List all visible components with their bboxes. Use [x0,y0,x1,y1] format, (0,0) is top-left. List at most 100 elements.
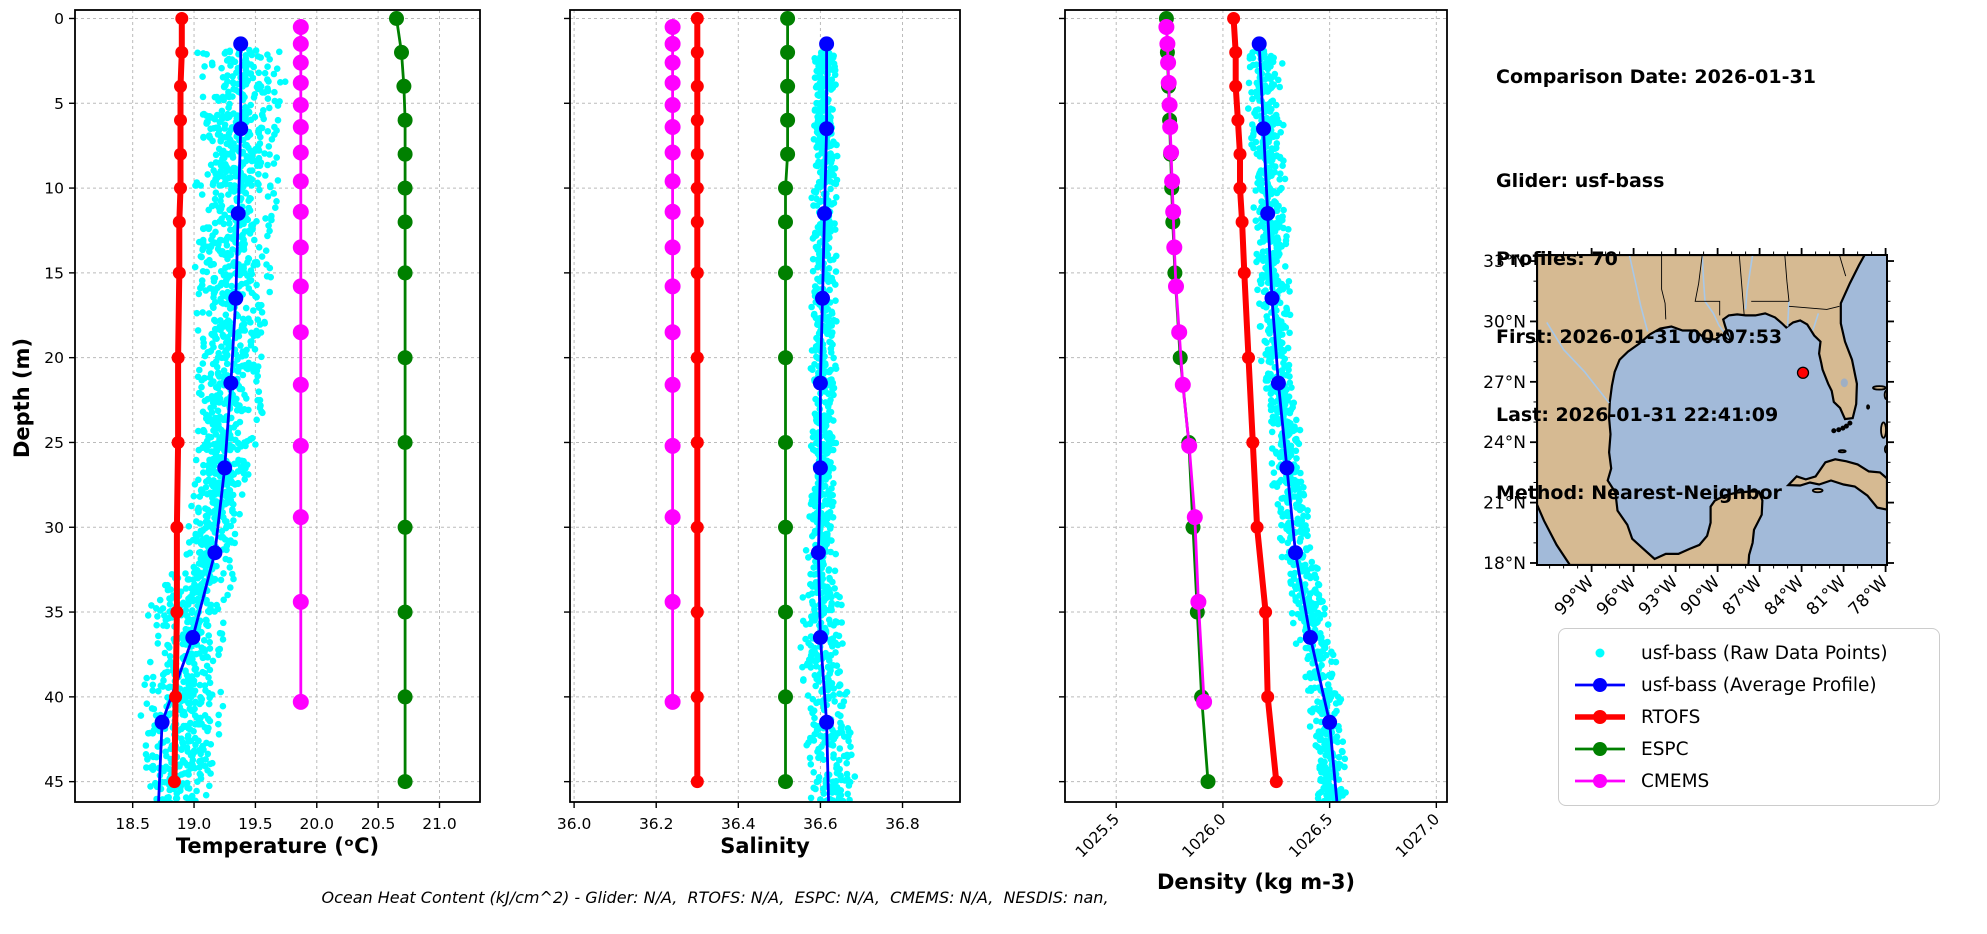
svg-text:90°W: 90°W [1677,572,1724,619]
svg-text:45: 45 [44,773,64,791]
legend: usf-bass (Raw Data Points) usf-bass (Ave… [1558,628,1940,806]
svg-text:36.0: 36.0 [557,815,592,833]
rtofs-swatch-icon [1569,705,1631,729]
salinity-plot: 36.0 36.2 36.4 36.6 36.8 [557,9,961,833]
cmems-swatch-icon [1569,769,1631,793]
svg-text:87°W: 87°W [1719,572,1766,619]
svg-text:0: 0 [54,10,64,28]
svg-text:20.0: 20.0 [300,815,335,833]
legend-label: RTOFS [1641,706,1701,728]
comparison-date-text: Comparison Date: 2026-01-31 [1496,66,1816,88]
grid-lines [1065,10,1447,802]
legend-label: CMEMS [1641,770,1710,792]
svg-text:20: 20 [44,349,64,367]
svg-text:1027.0: 1027.0 [1392,810,1443,861]
svg-text:36.6: 36.6 [803,815,838,833]
legend-item: RTOFS [1569,701,1939,733]
svg-text:30: 30 [44,519,64,537]
svg-text:19.5: 19.5 [238,815,273,833]
series-rtofs [690,12,704,789]
svg-text:25: 25 [44,434,64,452]
svg-text:36.4: 36.4 [721,815,756,833]
axes-frame [569,9,961,803]
grid-lines [570,10,960,802]
info-panel: Comparison Date: 2026-01-31 Glider: usf-… [1496,12,1816,532]
svg-text:19.0: 19.0 [177,815,212,833]
density-axis-label: Density (kg m-3) [1156,870,1356,894]
legend-item: usf-bass (Average Profile) [1569,669,1939,701]
svg-text:18°N: 18°N [1483,554,1526,574]
svg-text:84°W: 84°W [1761,572,1808,619]
svg-text:1026.0: 1026.0 [1179,810,1230,861]
legend-label: usf-bass (Average Profile) [1641,674,1877,696]
svg-text:5: 5 [54,95,64,113]
depth-axis-label: Depth (m) [10,337,34,459]
svg-text:36.2: 36.2 [639,815,674,833]
svg-text:30°N: 30°N [1483,312,1526,332]
series-usf-bass-average-profile [810,36,835,802]
map-state-borders [1661,255,1847,320]
first-profile-text: First: 2026-01-31 00:07:53 [1496,326,1783,348]
series-rtofs [1227,12,1283,789]
legend-item: CMEMS [1569,765,1939,797]
ocean-heat-content-text: Ocean Heat Content (kJ/cm^2) - Glider: N… [321,888,1109,907]
axis-tick-labels: 18.5 19.0 19.5 20.0 20.5 21.0 0 5 10 15 20 25 30 35 40… [44,10,456,833]
legend-item: usf-bass (Raw Data Points) [1569,637,1939,669]
axis-tick-labels: 36.0 36.2 36.4 36.6 36.8 [557,815,920,833]
axis-ticks [69,17,441,808]
svg-text:78°W: 78°W [1845,572,1892,619]
svg-text:35: 35 [44,604,64,622]
average-profile-swatch-icon [1569,673,1631,697]
svg-text:10: 10 [44,180,64,198]
axes-frame [74,9,481,803]
raw-data-points-swatch-icon [1569,641,1631,665]
svg-text:24°N: 24°N [1483,433,1526,453]
axes-frame [1064,9,1448,803]
series-espc [389,11,413,790]
series-espc [778,11,796,790]
temperature-axis-label: Temperature (ᵒC) [175,834,380,858]
svg-text:20.5: 20.5 [361,815,396,833]
legend-label: usf-bass (Raw Data Points) [1641,642,1888,664]
last-profile-text: Last: 2026-01-31 22:41:09 [1496,404,1779,426]
series-rtofs [167,12,189,789]
density-plot: 1025.5 1026.0 1026.5 1027.0 [1059,9,1448,861]
temperature-plot: 18.5 19.0 19.5 20.0 20.5 21.0 0 5 10 15 20 25 30 35 40… [44,9,481,833]
svg-text:96°W: 96°W [1593,572,1640,619]
glider-location-marker [1796,366,1810,379]
series-cmems [292,19,309,710]
legend-item: ESPC [1569,733,1939,765]
svg-text:1025.5: 1025.5 [1072,810,1123,861]
series-cmems [1158,19,1213,710]
profiles-count-text: Profiles: 70 [1496,248,1618,270]
legend-label: ESPC [1641,738,1689,760]
svg-text:21°N: 21°N [1483,494,1526,514]
axis-ticks [564,17,904,808]
map-frame [1536,254,1888,566]
svg-text:21.0: 21.0 [422,815,457,833]
svg-text:1026.5: 1026.5 [1285,810,1336,861]
salinity-axis-label: Salinity [720,834,810,858]
series-usf-bass-average-profile [1251,36,1339,802]
map-land [1537,255,1887,565]
espc-swatch-icon [1569,737,1631,761]
raw-scatter [137,46,289,802]
svg-text:18.5: 18.5 [115,815,150,833]
map-lake [1840,378,1848,388]
raw-scatter [1245,47,1349,802]
svg-text:99°W: 99°W [1551,572,1598,619]
svg-text:40: 40 [44,688,64,706]
svg-text:36.8: 36.8 [885,815,920,833]
series-cmems [664,19,681,710]
svg-text:93°W: 93°W [1635,572,1682,619]
map-rivers [1546,255,1820,404]
glider-name-text: Glider: usf-bass [1496,170,1665,192]
svg-text:15: 15 [44,264,64,282]
svg-text:81°W: 81°W [1803,572,1850,619]
method-text: Method: Nearest-Neighbor [1496,482,1782,504]
svg-text:27°N: 27°N [1483,373,1526,393]
map-ticks [1530,248,1894,572]
svg-text:33°N: 33°N [1483,252,1526,272]
